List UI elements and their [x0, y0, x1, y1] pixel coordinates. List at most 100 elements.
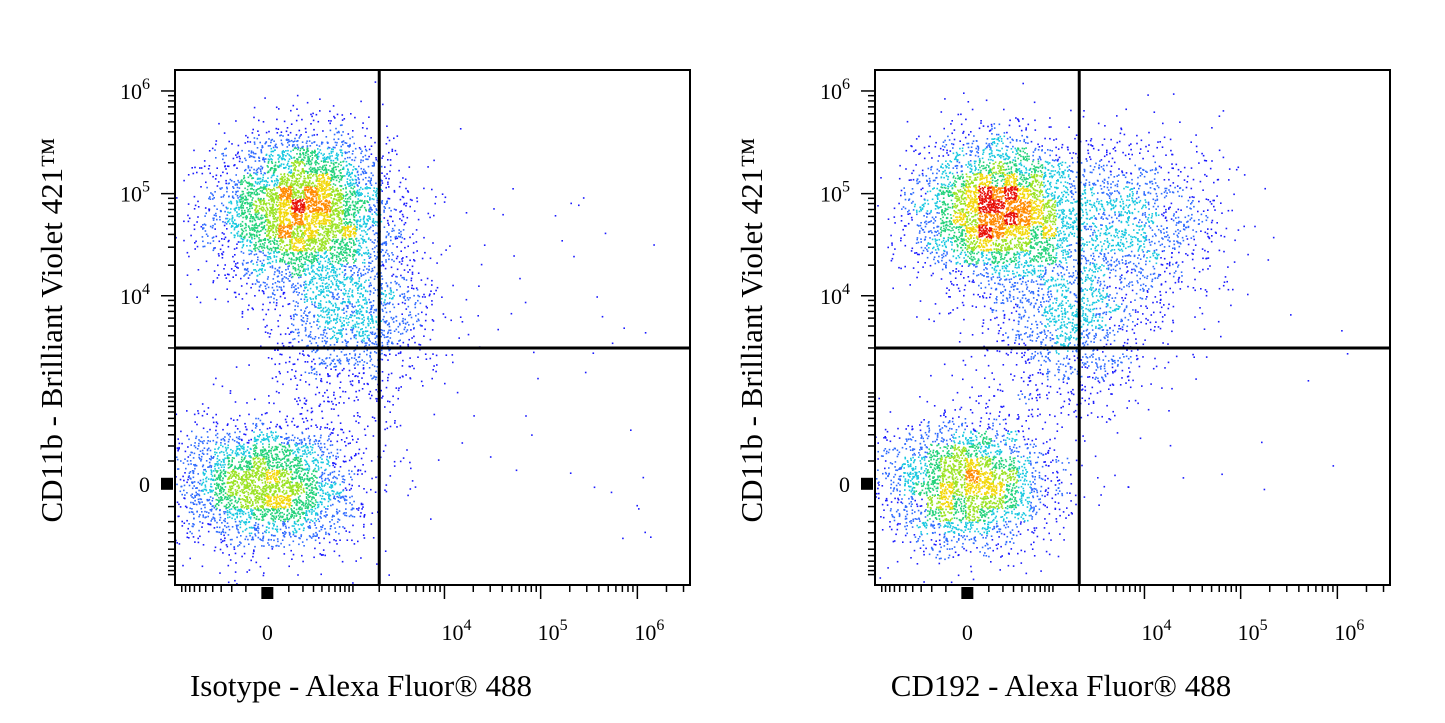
event-dot — [459, 128, 462, 130]
event-dot — [362, 171, 364, 174]
event-dot — [280, 163, 283, 165]
event-dot — [340, 289, 342, 291]
event-dot — [204, 510, 206, 513]
event-dot — [355, 441, 358, 443]
event-dot — [271, 150, 274, 153]
event-dot — [186, 506, 188, 509]
event-dot — [270, 150, 273, 153]
event-dot — [367, 228, 369, 231]
event-dot — [393, 465, 396, 467]
event-dot — [354, 375, 356, 378]
event-dot — [307, 268, 309, 271]
event-dot — [262, 537, 264, 540]
event-dot — [359, 225, 361, 228]
event-dot — [306, 101, 309, 104]
event-dot — [388, 329, 390, 332]
event-dot — [302, 453, 304, 455]
event-dot — [465, 298, 468, 301]
event-dot — [254, 283, 257, 285]
event-dot — [387, 181, 389, 184]
event-dot — [375, 476, 377, 479]
event-dot — [311, 278, 314, 281]
event-dot — [303, 545, 305, 547]
event-dot — [260, 264, 263, 267]
event-dot — [291, 449, 294, 452]
event-dot — [336, 317, 339, 320]
event-dot — [327, 373, 329, 376]
event-dot — [343, 312, 345, 314]
event-dot — [362, 223, 365, 226]
event-dot — [244, 216, 247, 218]
event-dot — [322, 451, 325, 453]
event-dot — [339, 387, 341, 389]
event-dot — [200, 186, 202, 188]
event-dot — [235, 263, 237, 265]
event-dot — [334, 162, 336, 164]
event-dot — [389, 348, 391, 351]
event-dot — [281, 150, 284, 153]
event-dot — [212, 516, 214, 519]
event-dot — [245, 450, 247, 453]
event-dot — [368, 298, 370, 301]
event-dot — [406, 297, 409, 299]
event-dot — [370, 374, 372, 377]
event-dot — [409, 357, 411, 359]
event-dot — [226, 510, 229, 512]
event-dot — [406, 216, 409, 219]
event-dot — [282, 305, 284, 308]
event-dot — [223, 194, 225, 196]
event-dot — [332, 265, 334, 267]
event-dot — [387, 159, 389, 161]
event-dot — [284, 297, 286, 299]
event-dot — [220, 450, 223, 453]
event-dot — [254, 295, 256, 297]
event-dot — [324, 391, 326, 394]
event-dot — [318, 476, 321, 479]
event-dot — [252, 308, 254, 311]
event-dot — [421, 311, 423, 314]
event-dot — [358, 147, 361, 149]
event-dot — [357, 356, 360, 359]
event-dot — [357, 202, 359, 205]
event-dot — [298, 292, 300, 294]
event-dot — [362, 367, 365, 369]
event-dot — [291, 369, 293, 371]
event-dot — [246, 240, 248, 242]
event-dot — [244, 422, 246, 425]
event-dot — [510, 312, 513, 315]
event-dot — [205, 516, 207, 518]
event-dot — [362, 242, 364, 244]
event-dot — [222, 152, 224, 155]
event-dot — [252, 552, 255, 555]
event-dot — [295, 523, 297, 525]
event-dot — [260, 165, 262, 168]
event-dot — [221, 232, 224, 234]
event-dot — [373, 190, 375, 192]
event-dot — [244, 273, 246, 276]
event-dot — [554, 215, 557, 217]
event-dot — [250, 508, 252, 510]
event-dot — [321, 497, 323, 500]
event-dot — [328, 497, 330, 499]
event-dot — [259, 284, 262, 286]
event-dot — [412, 233, 414, 235]
event-dot — [286, 146, 289, 148]
event-dot — [329, 473, 331, 476]
event-dot — [298, 528, 301, 530]
event-dot — [326, 448, 329, 451]
event-dot — [326, 320, 328, 322]
event-dot — [367, 192, 369, 195]
event-dot — [182, 564, 184, 567]
event-dot — [305, 520, 308, 523]
event-dot — [297, 147, 300, 149]
event-dot — [211, 193, 214, 195]
event-dot — [421, 325, 423, 327]
event-dot — [324, 511, 327, 513]
event-dot — [360, 237, 363, 240]
event-dot — [327, 313, 330, 315]
event-dot — [303, 397, 306, 400]
event-dot — [246, 449, 249, 452]
event-dot — [225, 503, 228, 506]
event-dot — [321, 267, 324, 270]
event-dot — [234, 226, 237, 228]
